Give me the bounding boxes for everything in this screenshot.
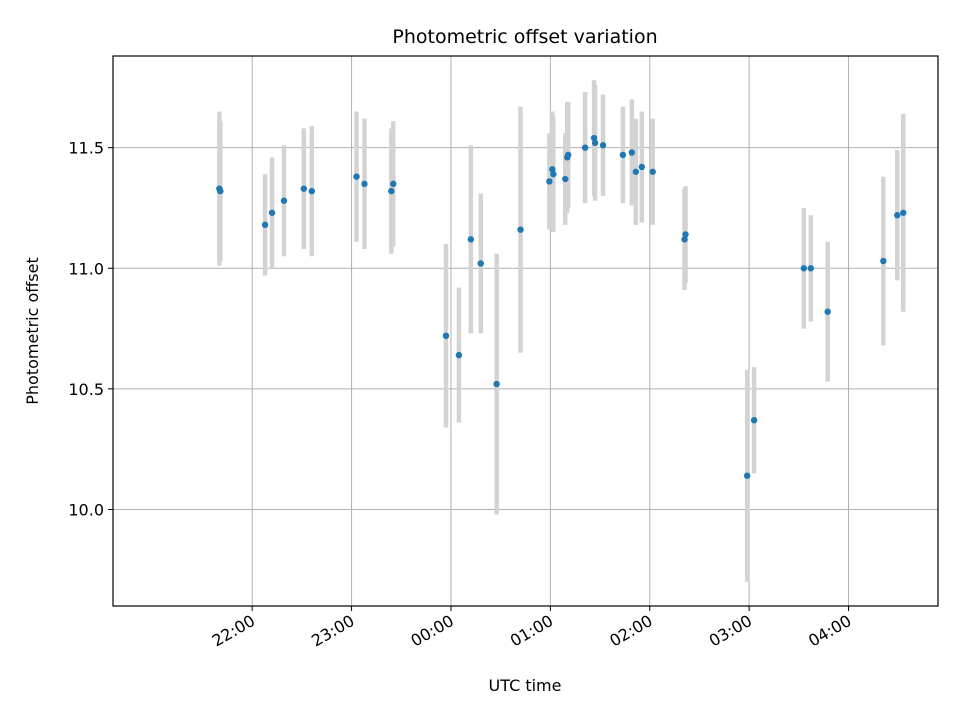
data-point [390,180,397,188]
data-point [562,175,569,183]
data-point [619,151,627,159]
data-point [546,178,553,185]
plot-frame [112,55,939,607]
data-point [750,417,758,424]
data-point [550,171,557,178]
x-axis-title: UTC time [489,676,562,695]
y-tick-label: 11.0 [68,259,104,278]
y-tick-label: 10.0 [68,501,104,520]
y-tick-label: 10.5 [68,380,104,399]
data-point [591,139,599,147]
data-point [682,231,689,238]
data-point [477,260,484,267]
data-point [353,173,360,180]
data-point [681,236,688,243]
data-point [581,144,589,151]
data-point [308,187,315,195]
data-point [300,185,308,192]
data-point [807,265,814,272]
chart-title: Photometric offset variation [392,26,657,48]
data-point [261,221,269,229]
data-point [632,168,640,175]
data-point [628,149,636,156]
data-point [217,187,224,195]
data-point [467,236,475,243]
data-point [800,265,808,272]
data-point [590,134,598,142]
data-point [549,166,556,173]
data-point [361,180,368,188]
data-point [900,209,907,216]
data-point [743,472,751,479]
data-point [442,332,450,340]
data-point [880,257,887,265]
point-layer [216,134,907,479]
grid-layer [113,56,938,606]
data-point [599,142,607,149]
y-tick-label: 11.5 [68,139,104,158]
y-axis-title: Photometric offset [23,257,42,405]
data-point [824,308,831,315]
data-point [388,187,395,195]
data-point [517,226,524,233]
data-point [638,163,645,171]
data-point [493,380,500,388]
data-point [649,168,656,175]
data-point [565,151,572,159]
data-point [455,351,463,359]
data-point [268,209,276,216]
data-point [894,212,901,219]
data-point [280,197,288,204]
